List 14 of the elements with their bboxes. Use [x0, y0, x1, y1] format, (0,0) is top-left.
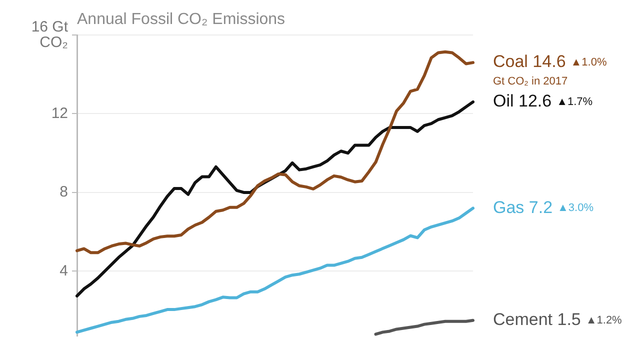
y-tick-label: 4 [60, 262, 68, 280]
y-tick-label: 8 [60, 184, 68, 201]
text: Gas 7.2 [493, 198, 553, 217]
text: Cement 1.5 [493, 310, 581, 330]
text: ▲3.0% [558, 202, 594, 214]
text: ▲1.0% [570, 56, 607, 69]
text: ▲1.7% [556, 96, 593, 108]
text: Coal 14.6 [493, 52, 566, 72]
y-tick-label: 12 [51, 104, 68, 122]
text: Gt CO₂ in 2017 [493, 76, 568, 88]
y-tick-label: 16 Gt CO₂ [31, 18, 69, 52]
text: Oil 12.6 [493, 92, 552, 111]
text: ▲1.2% [586, 314, 622, 326]
chart-title: Annual Fossil CO₂ Emissions [77, 11, 286, 28]
